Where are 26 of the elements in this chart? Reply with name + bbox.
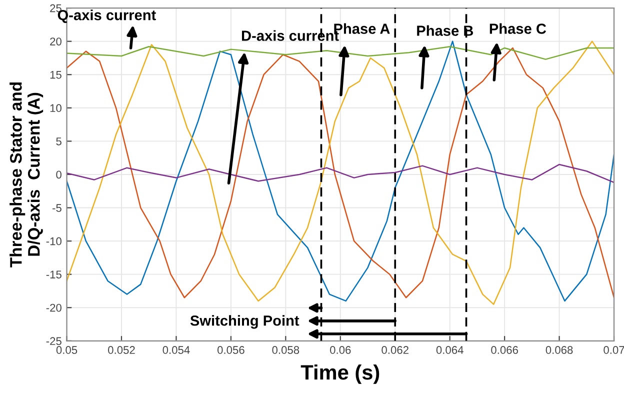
y-tick-label: -20 (46, 304, 62, 312)
y-axis-title: Three-phase Stator and D/Q-axis Current (A) (10, 82, 44, 268)
x-tick-label: 0.05 (56, 346, 78, 354)
y-tick-label: 0 (56, 170, 62, 179)
x-tick-label: 0.054 (162, 346, 190, 354)
x-tick-label: 0.062 (382, 346, 408, 354)
y-tick-label: 20 (50, 38, 62, 46)
y-tick-label: -5 (52, 204, 62, 212)
y-tick-label: 5 (56, 138, 62, 146)
y-tick-label: -15 (46, 270, 62, 278)
y-tick-label: -25 (46, 337, 62, 346)
x-tick-label: 0.052 (108, 346, 135, 354)
line-series (66, 164, 614, 184)
x-tick-label: 0.07 (604, 346, 624, 354)
x-tick-label: 0.06 (330, 346, 351, 354)
x-tick-label: 0.066 (491, 346, 518, 354)
annotation: Phase C (490, 23, 546, 34)
y-tick-label: -10 (46, 237, 62, 246)
x-axis-title: Time (s) (300, 364, 380, 384)
x-tick-label: 0.058 (272, 346, 300, 354)
x-tick-label: 0.056 (217, 346, 244, 354)
x-tick-label: 0.064 (436, 346, 464, 354)
y-tick-label: 10 (50, 104, 62, 112)
annotation: Switching Point (190, 315, 300, 329)
y-tick-label: 15 (50, 70, 62, 79)
x-tick-label: 0.068 (546, 346, 573, 354)
